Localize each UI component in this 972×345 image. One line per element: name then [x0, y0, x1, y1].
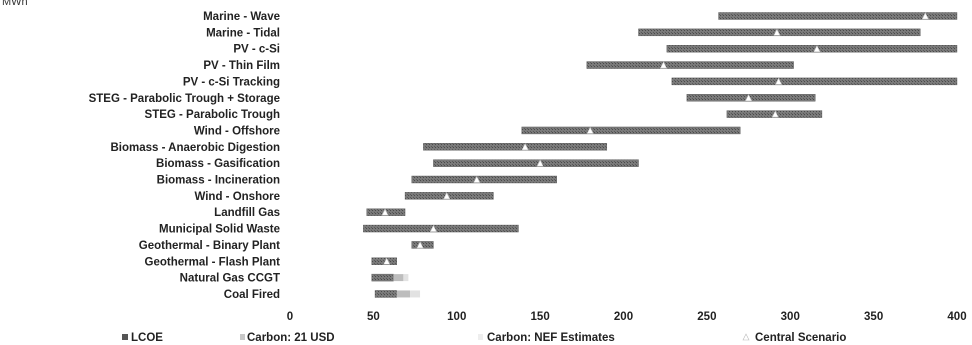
x-tick-label: 0: [287, 311, 293, 323]
category-label: Geothermal - Binary Plant: [139, 240, 280, 252]
unit-label: MWh: [2, 0, 28, 8]
lcoe-range-bar: [363, 224, 519, 233]
category-label: Wind - Onshore: [194, 191, 280, 203]
lcoe-range-bar: [374, 290, 397, 298]
carbon-nef-bar: [403, 274, 409, 282]
central-scenario-marker: [429, 224, 437, 232]
central-scenario-marker: [381, 208, 389, 216]
central-scenario-marker: [536, 159, 544, 167]
legend-label: LCOE: [131, 332, 163, 344]
central-scenario-marker: [813, 45, 821, 53]
category-label: Biomass - Anaerobic Digestion: [110, 142, 280, 154]
category-label: Landfill Gas: [214, 207, 280, 219]
legend-label: Central Scenario: [755, 332, 846, 344]
x-tick-label: 50: [367, 311, 380, 323]
legend-swatch-carbon-21: [240, 334, 245, 340]
lcoe-range-bar: [371, 257, 397, 265]
lcoe-range-bar: [638, 28, 921, 37]
x-tick-label: 150: [531, 311, 550, 323]
category-label: Municipal Solid Waste: [159, 224, 280, 236]
category-label: PV - c-Si: [233, 44, 280, 56]
category-labels: Marine - Wave Marine - Tidal PV - c-Si PV -…: [89, 11, 281, 301]
x-tick-label: 300: [781, 311, 800, 323]
bars-group: [363, 12, 958, 298]
x-axis-ticks: 0 50 100 150 200 250 300 350 400: [287, 311, 967, 323]
category-label: PV - Thin Film: [203, 60, 280, 72]
lcoe-range-bar: [433, 159, 639, 167]
carbon-21-bar: [396, 290, 411, 298]
lcoe-range-bar: [666, 45, 958, 53]
category-label: Biomass - Gasification: [156, 158, 280, 170]
x-tick-label: 250: [697, 311, 716, 323]
carbon-21-bar: [393, 274, 404, 282]
legend: LCOE Carbon: 21 USD Carbon: NEF Estimates C…: [122, 332, 846, 344]
carbon-nef-bar: [410, 290, 421, 298]
x-tick-label: 200: [614, 311, 633, 323]
legend-swatch-carbon-nef: [478, 334, 483, 340]
category-label: Marine - Tidal: [206, 27, 280, 39]
legend-swatch-central: [742, 333, 750, 341]
central-markers: [381, 12, 929, 265]
lcoe-range-bar: [521, 126, 741, 135]
category-label: STEG - Parabolic Trough + Storage: [89, 93, 280, 105]
legend-label: Carbon: NEF Estimates: [487, 332, 615, 344]
lcoe-range-bar: [718, 12, 958, 20]
legend-swatch-lcoe: [122, 334, 128, 340]
category-label: Coal Fired: [224, 289, 280, 301]
lcoe-range-bar: [404, 192, 494, 200]
central-scenario-marker: [383, 257, 391, 265]
category-label: Natural Gas CCGT: [180, 273, 280, 285]
central-scenario-marker: [775, 77, 783, 85]
category-label: PV - c-Si Tracking: [183, 76, 280, 88]
central-scenario-marker: [586, 126, 594, 134]
lcoe-range-bar: [423, 143, 608, 151]
legend-label: Carbon: 21 USD: [247, 332, 335, 344]
category-label: Biomass - Incineration: [157, 175, 280, 187]
x-tick-label: 350: [864, 311, 883, 323]
lcoe-range-bar: [686, 94, 816, 102]
category-label: Marine - Wave: [203, 11, 280, 23]
category-label: STEG - Parabolic Trough: [145, 109, 280, 121]
lcoe-range-bar: [411, 241, 434, 249]
central-scenario-marker: [660, 61, 668, 69]
central-scenario-marker: [771, 110, 779, 118]
lcoe-range-bar: [371, 273, 394, 282]
central-scenario-marker: [473, 175, 481, 183]
lcoe-range-bar: [586, 61, 794, 69]
central-scenario-marker: [745, 94, 753, 102]
category-label: Wind - Offshore: [194, 125, 280, 137]
category-label: Geothermal - Flash Plant: [145, 256, 281, 268]
central-scenario-marker: [921, 12, 929, 20]
central-scenario-marker: [521, 143, 529, 151]
x-tick-label: 100: [447, 311, 466, 323]
central-scenario-marker: [416, 241, 424, 249]
central-scenario-marker: [773, 28, 781, 36]
lcoe-range-bar: [671, 77, 958, 86]
x-tick-label: 400: [947, 311, 966, 323]
central-scenario-marker: [443, 192, 451, 200]
lcoe-range-bar: [411, 175, 558, 184]
